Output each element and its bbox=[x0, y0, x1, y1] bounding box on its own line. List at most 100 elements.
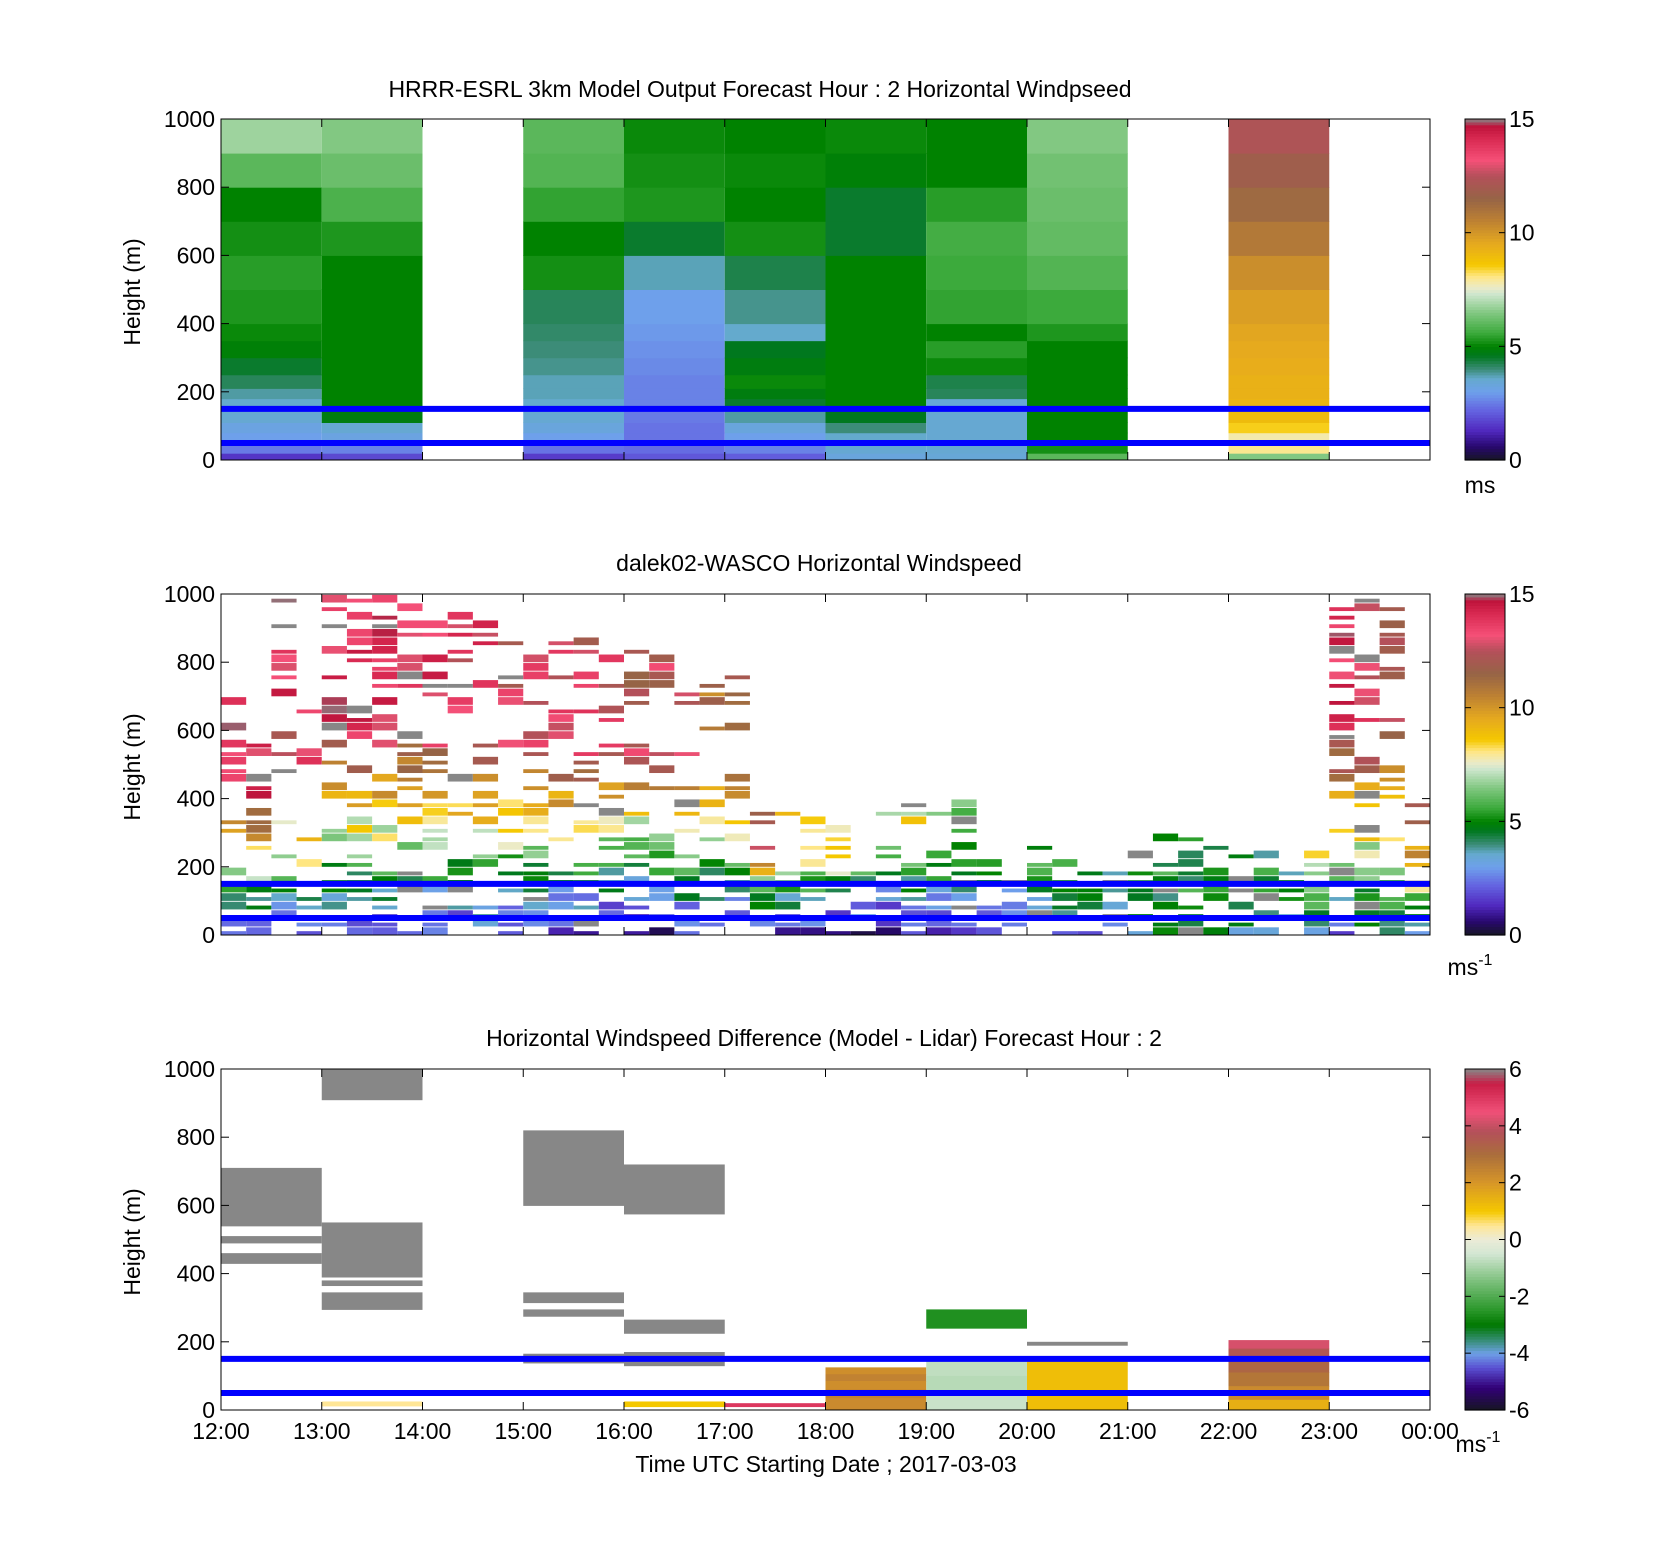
model-cell bbox=[624, 374, 725, 389]
colorbar-swatch bbox=[1465, 1350, 1505, 1354]
lidar-cell bbox=[598, 782, 624, 791]
lidar-cell bbox=[1027, 845, 1053, 850]
lidar-cell bbox=[372, 871, 398, 876]
colorbar-swatch bbox=[1465, 1117, 1505, 1121]
lidar-cell bbox=[296, 748, 322, 756]
model-cell bbox=[523, 255, 624, 290]
lidar-cell bbox=[1077, 871, 1103, 876]
lidar-cell bbox=[221, 697, 247, 705]
lidar-cell bbox=[624, 816, 650, 825]
model-cell bbox=[624, 221, 725, 256]
lidar-cell bbox=[800, 859, 826, 867]
colorbar-swatch bbox=[1465, 920, 1505, 925]
colorbar-swatch bbox=[1465, 150, 1505, 154]
lidar-cell bbox=[674, 799, 700, 808]
lidar-cell bbox=[624, 756, 650, 765]
colorbar-swatch bbox=[1465, 1162, 1505, 1167]
lidar-cell bbox=[926, 876, 952, 884]
lidar-cell bbox=[1178, 905, 1204, 910]
lidar-cell bbox=[246, 897, 272, 901]
colorbar-swatch bbox=[1465, 133, 1505, 137]
lidar-cell bbox=[674, 867, 700, 876]
lidar-cell bbox=[901, 888, 927, 893]
lidar-cell bbox=[573, 671, 599, 680]
difference-cell bbox=[624, 1352, 725, 1357]
lidar-cell bbox=[624, 854, 650, 859]
colorbar-swatch bbox=[1465, 317, 1505, 322]
lidar-cell bbox=[624, 897, 650, 901]
lidar-cell bbox=[1354, 837, 1380, 842]
colorbar-swatch bbox=[1465, 790, 1505, 794]
lidar-cell bbox=[749, 918, 776, 927]
lidar-cell bbox=[1228, 901, 1254, 910]
lidar-cell bbox=[246, 790, 272, 799]
difference-cell bbox=[624, 1361, 725, 1367]
colorbar-swatch bbox=[1465, 1179, 1505, 1184]
colorbar-swatch bbox=[1465, 1387, 1505, 1391]
lidar-cell bbox=[598, 654, 624, 663]
colorbar-swatch bbox=[1465, 1083, 1505, 1087]
lidar-cell bbox=[800, 876, 826, 884]
colorbar-swatch bbox=[1465, 835, 1505, 839]
lidar-cell bbox=[1178, 876, 1204, 884]
y-tick-label: 800 bbox=[177, 174, 215, 200]
colorbar-swatch bbox=[1465, 434, 1505, 438]
lidar-cell bbox=[397, 620, 423, 629]
lidar-cell bbox=[573, 905, 599, 910]
model-cell bbox=[624, 255, 725, 290]
colorbar-swatch bbox=[1465, 932, 1505, 936]
lidar-cell bbox=[724, 820, 750, 825]
model-cell bbox=[926, 374, 1027, 389]
lidar-cell bbox=[221, 820, 247, 825]
lidar-cell bbox=[573, 918, 599, 927]
difference-cell bbox=[926, 1358, 1027, 1377]
lidar-cell bbox=[724, 910, 750, 918]
colorbar-swatch bbox=[1465, 437, 1505, 441]
colorbar-swatch bbox=[1465, 852, 1505, 857]
lidar-cell bbox=[800, 871, 826, 876]
lidar-cell bbox=[624, 905, 650, 910]
lidar-cell bbox=[1253, 867, 1279, 876]
lidar-cell bbox=[749, 862, 776, 867]
lidar-cell bbox=[472, 905, 499, 910]
colorbar-swatch bbox=[1465, 1134, 1505, 1138]
lidar-cell bbox=[548, 871, 574, 876]
lidar-cell bbox=[422, 632, 448, 637]
model-cell bbox=[221, 289, 322, 325]
lidar-cell bbox=[573, 820, 599, 825]
x-tick-label: 13:00 bbox=[293, 1418, 351, 1444]
colorbar-swatch bbox=[1465, 1111, 1505, 1116]
model-cell bbox=[523, 119, 624, 154]
lidar-cell bbox=[624, 842, 650, 850]
model-cell bbox=[1228, 221, 1330, 256]
colorbar-swatch bbox=[1465, 255, 1505, 259]
lidar-cell bbox=[724, 722, 750, 731]
lidar-cell bbox=[976, 910, 1002, 918]
lidar-cell bbox=[1379, 837, 1405, 842]
colorbar-swatch bbox=[1465, 755, 1505, 760]
x-tick-label: 12:00 bbox=[192, 1418, 250, 1444]
lidar-cell bbox=[901, 910, 927, 918]
colorbar-swatch bbox=[1465, 1259, 1505, 1263]
colorbar-swatch bbox=[1465, 249, 1505, 254]
model-cell bbox=[221, 398, 322, 410]
colorbar-swatch bbox=[1465, 1069, 1505, 1073]
colorbar-swatch bbox=[1465, 226, 1505, 231]
colorbar-swatch bbox=[1465, 753, 1505, 757]
colorbar-swatch bbox=[1465, 869, 1505, 874]
lidar-cell bbox=[1152, 876, 1179, 884]
lidar-colorbar-unit: ms-1 bbox=[1448, 952, 1493, 980]
colorbar-swatch bbox=[1465, 630, 1505, 635]
colorbar-frame bbox=[1464, 118, 1506, 461]
lidar-unit-exponent: -1 bbox=[1478, 952, 1492, 969]
lidar-cell bbox=[1127, 893, 1153, 901]
difference-unit-exponent: -1 bbox=[1486, 1429, 1500, 1446]
lidar-cell bbox=[674, 692, 700, 697]
lidar-cell bbox=[1329, 790, 1355, 799]
colorbar-swatch bbox=[1465, 1077, 1505, 1081]
lidar-cell bbox=[649, 893, 675, 901]
lidar-cell bbox=[1329, 637, 1355, 646]
x-tick-label: 22:00 bbox=[1200, 1418, 1258, 1444]
colorbar-tick-label: 2 bbox=[1509, 1170, 1522, 1196]
lidar-cell bbox=[749, 876, 776, 884]
